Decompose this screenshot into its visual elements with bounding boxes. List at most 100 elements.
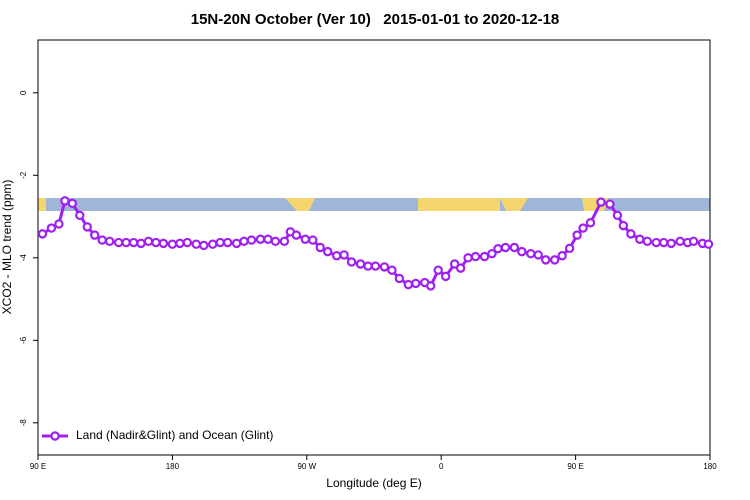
data-point (136, 238, 146, 249)
data-point (97, 235, 107, 245)
data-point (379, 262, 390, 272)
y-tick-label: -2 (19, 171, 28, 179)
data-point (215, 237, 225, 248)
data-point (449, 259, 460, 269)
data-point (564, 243, 575, 254)
data-point (90, 230, 100, 240)
data-point (651, 237, 661, 248)
data-point (626, 229, 636, 239)
data-point (642, 236, 652, 247)
data-point (526, 248, 536, 259)
data-point (315, 242, 325, 253)
x-tick-label: 0 (439, 462, 444, 471)
legend-label: Land (Nadir&Glint) and Ocean (Glint) (76, 428, 273, 442)
data-point (659, 237, 669, 248)
x-tick-label: 180 (703, 462, 717, 471)
data-point (308, 235, 318, 245)
data-point (231, 238, 242, 249)
data-point (67, 198, 78, 209)
data-point (363, 261, 373, 271)
y-tick-label: -8 (19, 419, 28, 427)
data-point (479, 251, 490, 262)
data-point (60, 196, 70, 206)
data-point (585, 218, 596, 228)
data-point (104, 236, 115, 247)
data-point (151, 237, 161, 248)
data-point (549, 255, 560, 265)
data-point (300, 234, 311, 244)
data-point (688, 236, 699, 247)
chart-title: 15N-20N October (Ver 10) 2015-01-01 to 2… (191, 11, 560, 28)
data-point (37, 229, 48, 239)
data-point (331, 251, 342, 261)
data-point (411, 278, 421, 289)
data-point (666, 238, 676, 249)
y-tick-label: -6 (19, 336, 28, 344)
data-point (635, 234, 645, 244)
data-point (191, 239, 201, 249)
data-point (121, 237, 131, 248)
data-point (578, 223, 588, 233)
data-point (46, 223, 57, 233)
data-point (426, 281, 436, 291)
data-point (222, 237, 233, 248)
data-point (270, 236, 281, 247)
data-point (323, 246, 333, 257)
data-point (199, 240, 209, 251)
x-tick-label: 90 E (567, 462, 583, 471)
data-point (279, 236, 290, 247)
data-point (158, 238, 169, 249)
data-point (557, 251, 567, 261)
x-tick-label: 90 W (297, 462, 316, 471)
data-point (113, 237, 124, 248)
data-point (433, 265, 443, 275)
data-point (470, 251, 481, 262)
data-point (291, 230, 302, 240)
data-point (509, 242, 520, 253)
x-tick-label: 90 E (30, 462, 46, 471)
data-point (143, 236, 154, 247)
data-point (355, 259, 366, 269)
x-tick-label: 180 (166, 462, 180, 471)
data-point (533, 250, 543, 260)
data-point (394, 273, 405, 284)
y-tick-label: -4 (19, 254, 28, 262)
data-point (175, 238, 185, 249)
data-point (572, 230, 582, 240)
data-point (403, 279, 414, 290)
y-tick-label: 0 (19, 90, 28, 95)
data-point (493, 244, 503, 254)
legend-marker (50, 431, 60, 441)
data-point (346, 257, 357, 267)
data-point (605, 199, 615, 209)
data-point (167, 239, 178, 249)
data-point (128, 237, 139, 248)
data-point (208, 239, 218, 249)
data-point (487, 248, 497, 259)
data-point (440, 271, 451, 282)
data-point (675, 236, 685, 247)
y-axis-label: XCO2 - MLO trend (ppm) (0, 180, 14, 315)
map-strip (38, 198, 710, 211)
data-point (75, 210, 85, 221)
x-axis-label: Longitude (deg E) (326, 476, 421, 490)
data-point (246, 235, 257, 245)
data-point (370, 261, 381, 271)
data-point (54, 219, 64, 229)
data-point (541, 255, 551, 265)
data-point (255, 234, 266, 244)
data-point (182, 237, 193, 248)
data-point (517, 246, 527, 257)
data-point (239, 236, 249, 247)
data-point (387, 265, 397, 275)
data-point (463, 253, 473, 263)
data-point (618, 220, 629, 231)
data-point (82, 222, 92, 232)
data-point (455, 263, 466, 273)
data-point (596, 197, 606, 207)
data-point (500, 242, 511, 253)
data-point (612, 210, 623, 221)
data-point (703, 239, 714, 249)
data-point (339, 250, 349, 260)
